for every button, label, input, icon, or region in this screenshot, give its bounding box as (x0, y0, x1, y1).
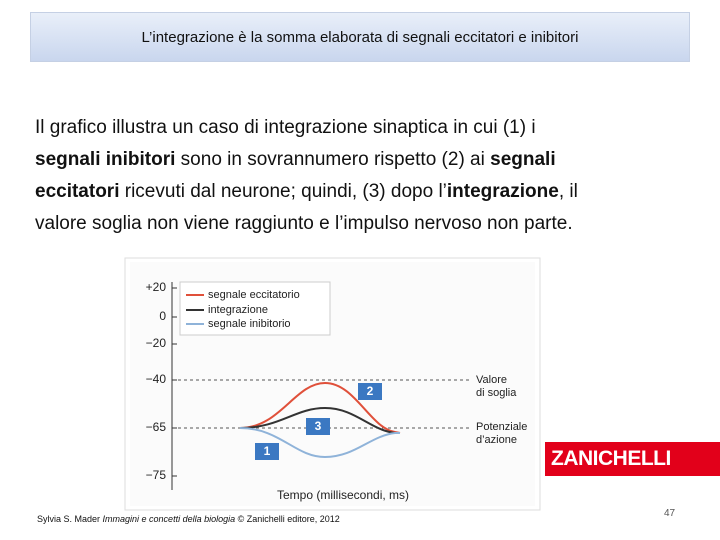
y-tick-label: −40 (146, 372, 167, 386)
text-run: segnali (490, 149, 556, 170)
page-number: 47 (664, 508, 676, 519)
text-run: integrazione (446, 181, 559, 202)
legend-label: segnale eccitatorio (208, 289, 300, 301)
logo: ZANICHELLI (545, 442, 720, 476)
y-tick-label: −75 (146, 468, 167, 482)
legend-label: integrazione (208, 304, 268, 316)
badge-label: 2 (367, 384, 374, 398)
text-run: segnali inibitori (35, 149, 176, 170)
legend-label: segnale inibitorio (208, 318, 291, 330)
text-line: valore soglia non viene raggiunto e l’im… (35, 208, 578, 240)
text-run: eccitatori (35, 181, 120, 202)
title: L’integrazione è la somma elaborata di s… (30, 12, 690, 62)
badge (306, 418, 330, 435)
y-tick-label: 0 (159, 309, 166, 323)
paragraph: Il grafico illustra un caso di integrazi… (35, 112, 578, 240)
text-line: segnali inibitori sono in sovrannumero r… (35, 144, 578, 176)
legend-box (179, 281, 331, 336)
y-tick-label: −65 (146, 420, 167, 434)
badge (255, 443, 279, 460)
badge-label: 1 (264, 444, 271, 458)
footer-run: © Zanichelli editore, 2012 (235, 514, 340, 524)
text-run: sono in sovrannumero rispetto (2) ai (175, 149, 491, 170)
x-axis-label: Tempo (millisecondi, ms) (277, 488, 409, 502)
text-run: ricevuti dal neurone; quindi, (3) dopo l… (119, 181, 447, 202)
text-run: , il (558, 181, 578, 202)
text-line: Il grafico illustra un caso di integrazi… (35, 112, 578, 144)
text-line: eccitatori ricevuti dal neurone; quindi,… (35, 176, 578, 208)
inhibitory-curve (239, 427, 400, 459)
footer: Sylvia S. Mader Immagini e concetti dell… (37, 514, 340, 524)
annotation: Potenziale (476, 421, 527, 433)
footer-run: Immagini e concetti della biologia (102, 514, 236, 524)
annotation: d’azione (476, 434, 517, 446)
annotation: Valore (476, 374, 507, 386)
footer-run: Sylvia S. Mader (37, 514, 103, 524)
integration-curve (239, 406, 400, 434)
badge-label: 3 (315, 419, 322, 433)
badge (358, 383, 382, 400)
text-run: Il grafico illustra un caso di integrazi… (35, 117, 536, 138)
y-tick-label: −20 (146, 336, 167, 350)
text-run: valore soglia non viene raggiunto e l’im… (35, 213, 573, 234)
excitatory-curve (239, 381, 401, 434)
y-tick-label: +20 (146, 280, 167, 294)
annotation: di soglia (476, 387, 517, 399)
